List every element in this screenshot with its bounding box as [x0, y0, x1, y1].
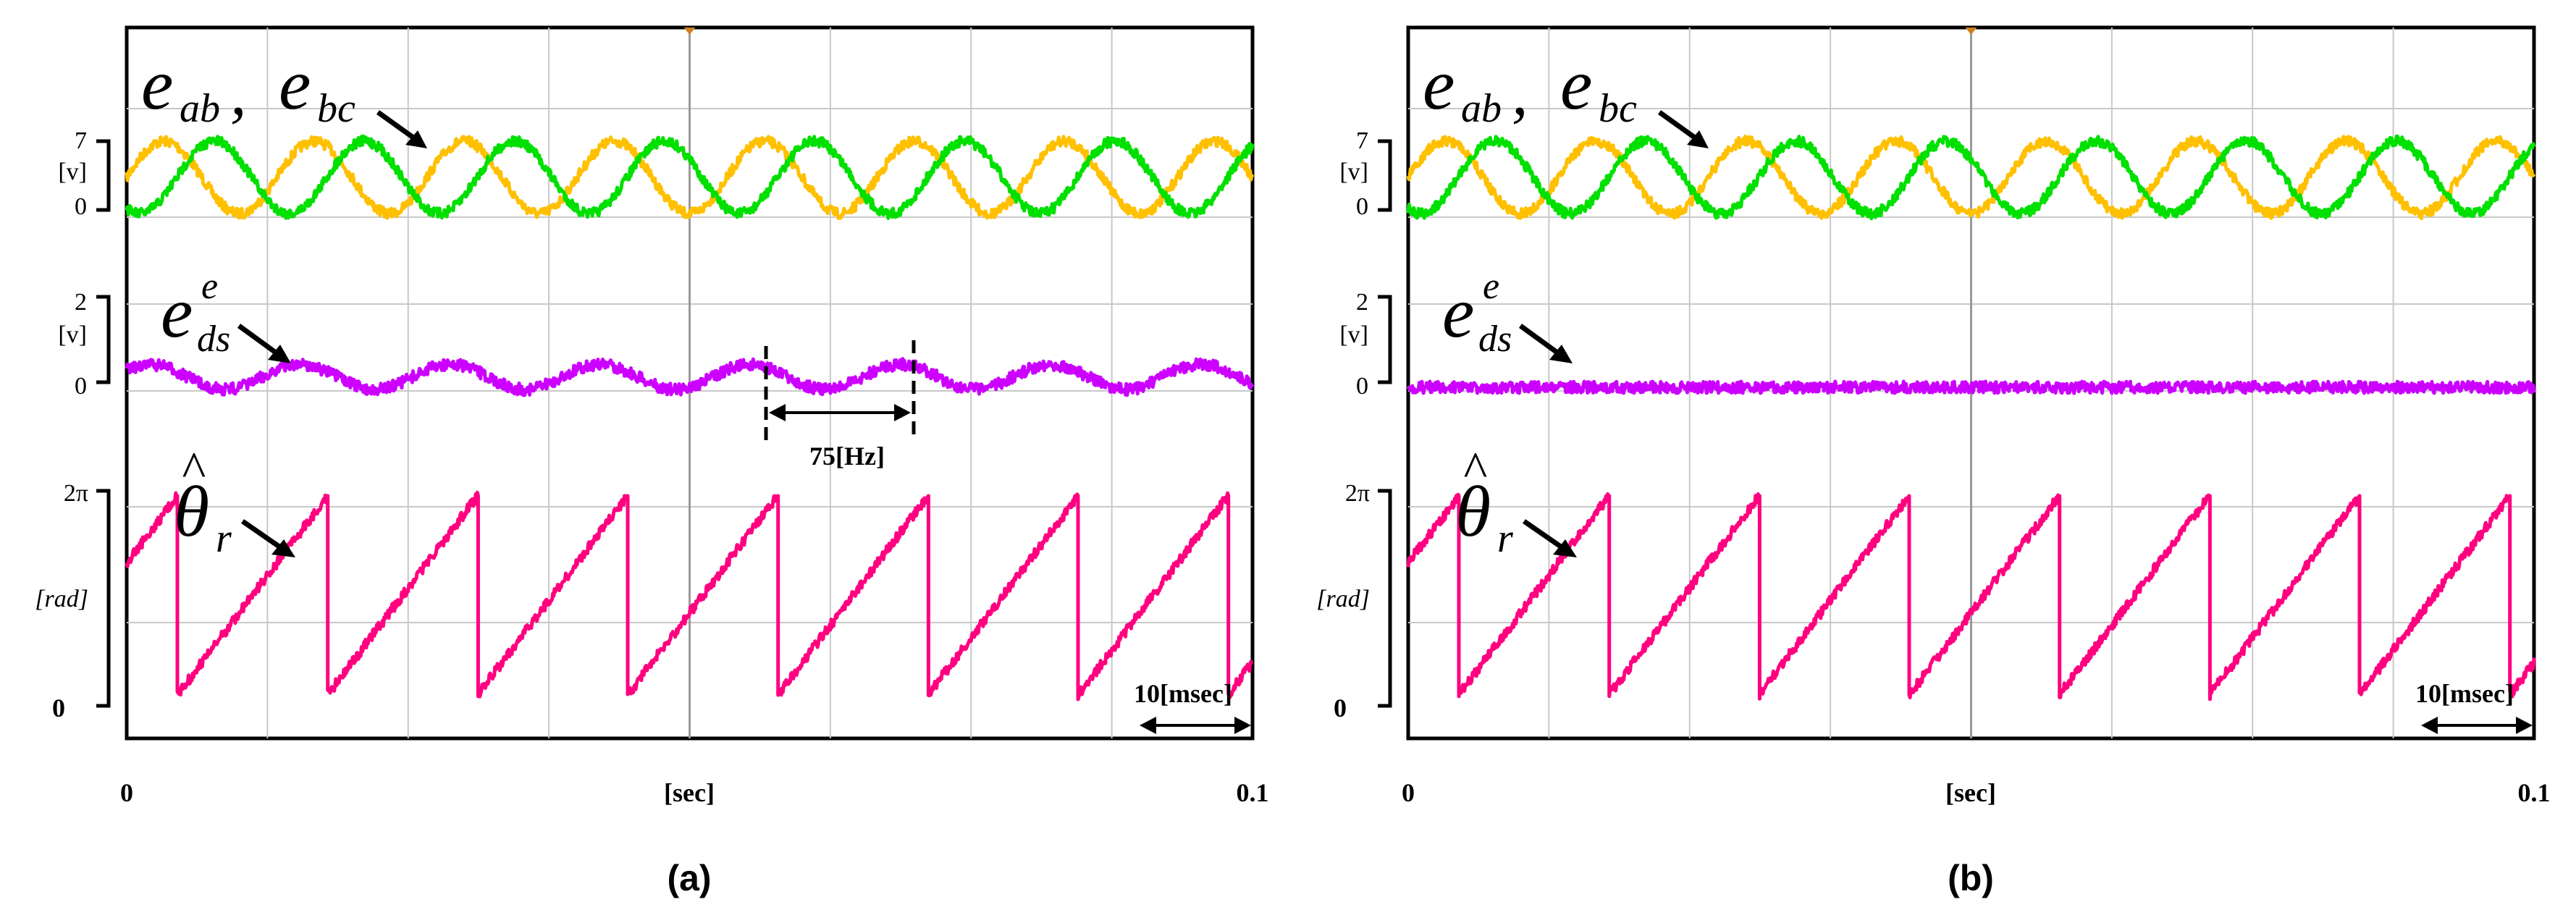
- tick-bottom-eab: 0: [1356, 193, 1368, 220]
- label-eds: e e ds: [161, 266, 230, 360]
- panel-a: 7 [v] 0 2 [v] 0 2π [rad] 0 e ab , e bc e…: [35, 25, 1269, 898]
- tick-bottom-eds: 0: [75, 373, 87, 400]
- unit-eds: [v]: [1339, 321, 1368, 348]
- svg-text:e: e: [201, 266, 218, 307]
- label-ebc: e bc: [1560, 44, 1637, 131]
- unit-eds: [v]: [58, 321, 87, 348]
- label-theta: θ ^ r: [1455, 442, 1513, 561]
- trigger-marker: [683, 28, 696, 35]
- bracket-eds: [96, 295, 111, 384]
- panel-caption: (a): [667, 858, 711, 898]
- svg-text:e: e: [1483, 266, 1499, 307]
- trace-theta: [1406, 492, 2536, 701]
- label-ebc: e bc: [279, 44, 355, 131]
- arrow-eds: [237, 324, 281, 357]
- tick-bottom-theta: 0: [1334, 694, 1347, 722]
- arrowhead-eds: [268, 345, 291, 363]
- panel-b: 7 [v] 0 2 [v] 0 2π [rad] 0 e ab , e bc e…: [1316, 25, 2551, 898]
- arrow-ebc: [1657, 110, 1700, 142]
- svg-text:e: e: [141, 44, 173, 125]
- svg-text:^: ^: [181, 442, 206, 498]
- svg-text:θ: θ: [174, 471, 209, 552]
- unit-theta: [rad]: [1316, 586, 1370, 612]
- period-marker: 75[Hz]: [764, 340, 916, 471]
- trace-eab: [1406, 134, 2536, 220]
- trace-eds: [1406, 379, 2536, 395]
- arrow-eds: [1518, 324, 1562, 357]
- arrow-ebc: [376, 110, 418, 142]
- label-eds: e e ds: [1442, 266, 1512, 360]
- tick-top-theta: 2π: [1345, 480, 1370, 507]
- svg-text:e: e: [279, 44, 311, 125]
- svg-text:ab: ab: [180, 86, 220, 131]
- svg-text:,: ,: [1512, 57, 1528, 129]
- scale-marker: 10[msec]: [1134, 679, 1251, 734]
- panel-caption: (b): [1948, 858, 1994, 898]
- svg-text:e: e: [1560, 44, 1592, 125]
- bracket-eab: [96, 139, 111, 212]
- bracket-eds: [1378, 295, 1392, 384]
- svg-text:bc: bc: [1599, 86, 1637, 131]
- tick-top-eds: 2: [75, 289, 87, 316]
- arrowhead-ebc: [1687, 130, 1709, 148]
- arrowhead-eds: [1549, 345, 1573, 363]
- tick-top-eab: 7: [1356, 127, 1368, 154]
- svg-text:θ: θ: [1455, 471, 1491, 552]
- svg-text:ab: ab: [1461, 86, 1502, 131]
- period-label: 75[Hz]: [809, 442, 885, 471]
- tick-bottom-eds: 0: [1356, 373, 1368, 400]
- scale-label: 10[msec]: [2415, 679, 2514, 708]
- unit-theta: [rad]: [35, 586, 88, 612]
- tick-top-eds: 2: [1356, 289, 1368, 316]
- arrow-theta: [1523, 519, 1565, 551]
- svg-text:,: ,: [230, 57, 247, 129]
- svg-text:e: e: [1423, 44, 1455, 125]
- bracket-eab: [1378, 139, 1392, 212]
- svg-text:^: ^: [1462, 442, 1487, 498]
- x-axis-label: [sec]: [1945, 778, 1996, 807]
- label-eab: e ab ,: [141, 44, 247, 131]
- scale-label: 10[msec]: [1134, 679, 1232, 708]
- label-eab: e ab ,: [1423, 44, 1528, 131]
- x-tick-start: 0: [1402, 778, 1415, 807]
- tick-top-eab: 7: [75, 127, 87, 154]
- x-tick-end: 0.1: [2518, 778, 2551, 807]
- tick-bottom-eab: 0: [75, 193, 87, 220]
- svg-text:r: r: [216, 516, 232, 561]
- svg-text:e: e: [161, 272, 193, 353]
- bracket-theta: [1378, 489, 1392, 708]
- x-tick-start: 0: [120, 778, 133, 807]
- trace-layer: [125, 134, 1255, 701]
- tick-top-theta: 2π: [64, 480, 88, 507]
- unit-eab: [v]: [1339, 159, 1368, 185]
- label-theta: θ ^ r: [174, 442, 232, 561]
- trace-ebc: [125, 134, 1255, 220]
- bracket-theta: [96, 489, 111, 708]
- x-axis-label: [sec]: [664, 778, 715, 807]
- trigger-marker: [1965, 28, 1977, 35]
- tick-bottom-theta: 0: [52, 694, 65, 722]
- unit-eab: [v]: [58, 159, 87, 185]
- trace-ebc: [1406, 134, 2536, 221]
- trace-eab: [125, 135, 1255, 220]
- arrow-theta: [241, 519, 284, 551]
- svg-text:ds: ds: [197, 319, 230, 360]
- svg-text:bc: bc: [317, 86, 355, 131]
- svg-text:ds: ds: [1478, 319, 1512, 360]
- arrowhead-theta: [272, 539, 295, 557]
- scale-marker: 10[msec]: [2415, 679, 2533, 734]
- arrowhead-theta: [1553, 539, 1577, 557]
- trace-eds: [125, 357, 1255, 397]
- trace-layer: [1406, 134, 2536, 701]
- arrowhead-ebc: [405, 130, 427, 148]
- svg-text:e: e: [1442, 272, 1474, 353]
- svg-text:r: r: [1497, 516, 1513, 561]
- trace-theta: [125, 490, 1254, 701]
- x-tick-end: 0.1: [1237, 778, 1269, 807]
